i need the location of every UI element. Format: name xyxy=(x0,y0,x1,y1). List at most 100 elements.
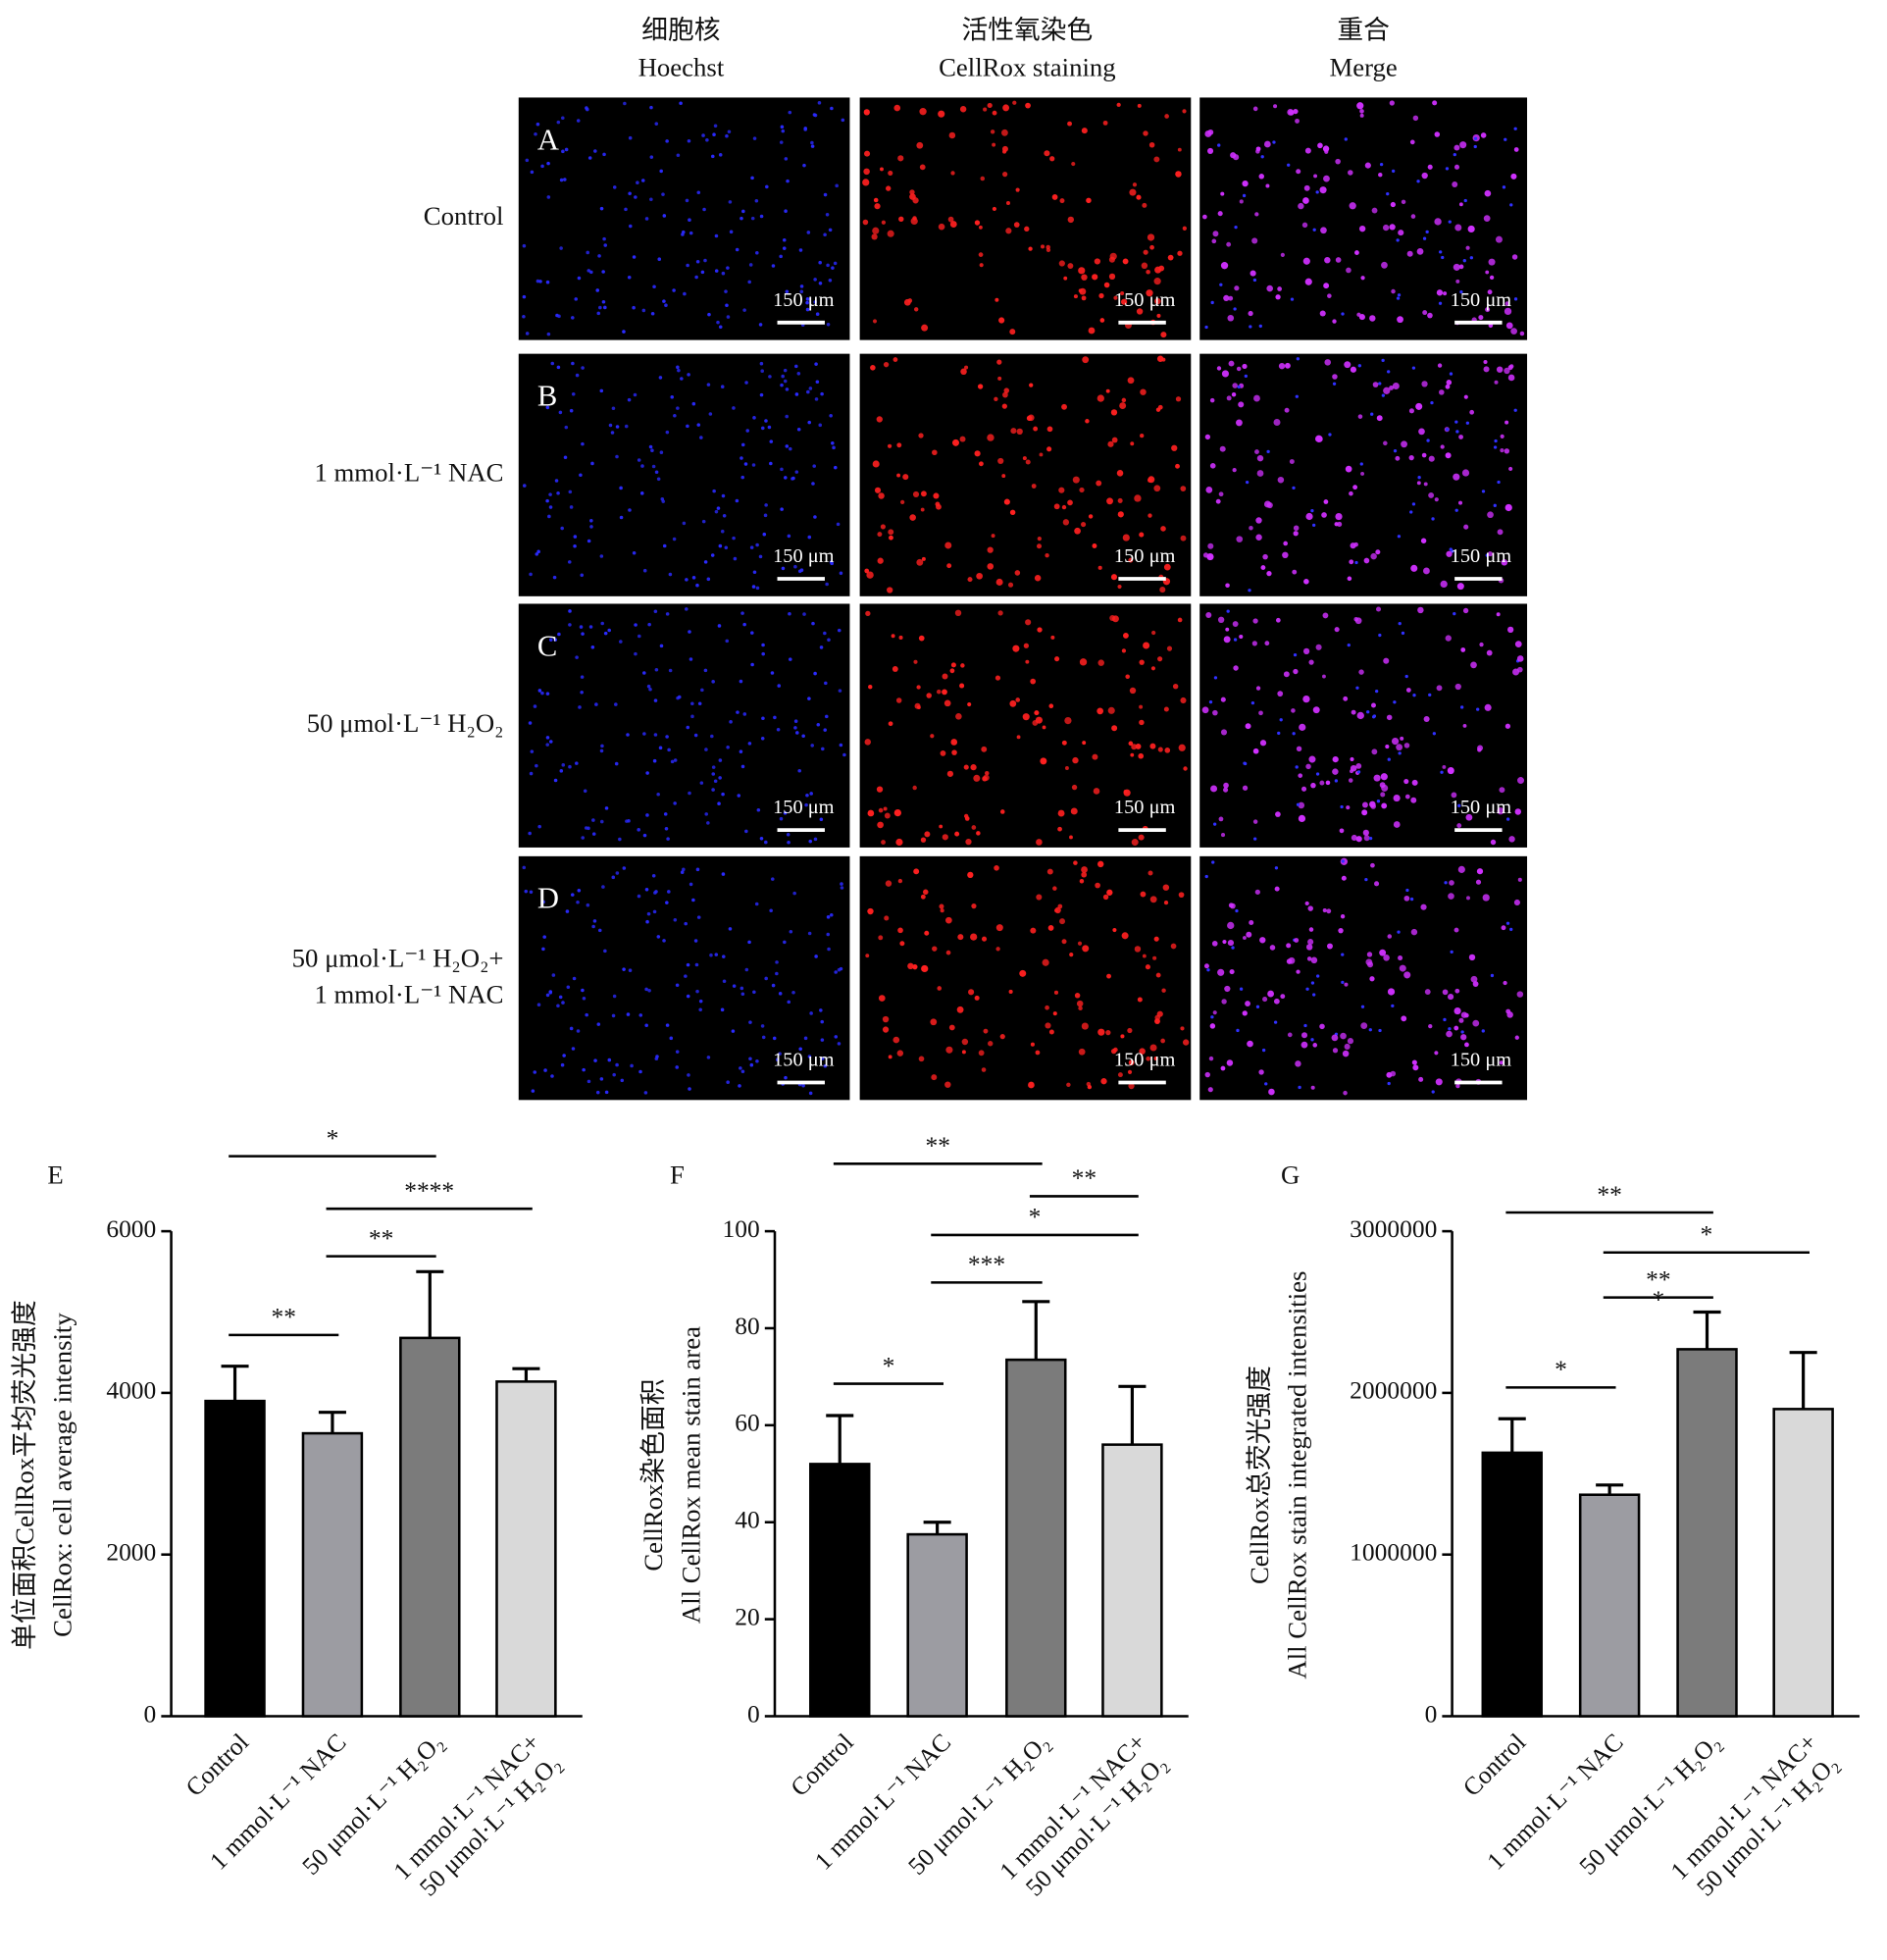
panel-letter: B xyxy=(537,380,557,413)
panel-letter: D xyxy=(537,882,559,915)
cell-dot xyxy=(768,375,772,379)
cell-dot xyxy=(992,110,997,116)
cell-dot xyxy=(1180,1026,1185,1031)
cell-dot xyxy=(1175,396,1182,402)
cell-dot xyxy=(714,509,719,514)
cell-dot xyxy=(647,622,651,627)
cell-dot xyxy=(655,1055,659,1058)
cell-dot xyxy=(683,291,687,296)
cell-dot xyxy=(1253,394,1260,402)
cell-dot xyxy=(1182,109,1187,114)
cell-dot xyxy=(786,833,790,837)
cell-dot xyxy=(1117,1072,1123,1078)
scale-bar-label: 150 μm xyxy=(773,1049,835,1070)
cell-dot xyxy=(1319,780,1325,786)
cell-dot xyxy=(1449,880,1454,886)
cell-dot xyxy=(727,129,732,134)
cell-dot xyxy=(1319,186,1327,194)
cell-dot xyxy=(820,391,824,396)
cell-dot xyxy=(721,792,725,797)
cell-dot xyxy=(1153,278,1161,285)
cell-dot xyxy=(1273,998,1280,1005)
cell-dot xyxy=(909,193,916,200)
cell-dot xyxy=(1513,408,1517,412)
cell-dot xyxy=(714,953,719,956)
cell-dot xyxy=(1445,635,1452,642)
cell-dot xyxy=(930,734,935,739)
cell-dot xyxy=(1262,553,1268,560)
cell-dot xyxy=(1487,551,1493,557)
cell-dot xyxy=(1481,1029,1485,1033)
cell-dot xyxy=(649,197,653,202)
cell-dot xyxy=(1296,169,1301,175)
cell-dot xyxy=(627,275,632,280)
cell-dot xyxy=(1136,308,1144,315)
cell-dot xyxy=(1252,278,1257,283)
cell-dot xyxy=(1053,503,1060,510)
cell-dot xyxy=(942,689,947,696)
cell-dot xyxy=(1140,388,1147,395)
cell-dot xyxy=(968,989,975,996)
cell-dot xyxy=(1042,958,1049,966)
cell-dot xyxy=(808,839,813,844)
cell-dot xyxy=(711,772,716,776)
cell-dot xyxy=(632,550,637,555)
cell-dot xyxy=(1295,118,1300,124)
cell-dot xyxy=(1138,752,1145,759)
cell-dot xyxy=(1142,954,1147,958)
scale-bar-label: 150 μm xyxy=(773,545,835,567)
cell-dot xyxy=(1298,814,1306,823)
cell-dot xyxy=(819,645,824,649)
cell-dot xyxy=(1305,944,1313,951)
cell-dot xyxy=(1053,990,1059,995)
cell-dot xyxy=(1310,981,1315,985)
cell-dot xyxy=(632,305,636,310)
cell-dot xyxy=(1254,449,1259,454)
cell-dot xyxy=(781,566,786,571)
cell-dot xyxy=(550,361,555,366)
cell-dot xyxy=(645,919,649,924)
significance-label: ** xyxy=(1072,1163,1096,1192)
cell-dot xyxy=(1411,366,1416,370)
cell-dot xyxy=(1138,834,1145,841)
cell-dot xyxy=(1077,941,1083,946)
cell-dot xyxy=(1421,172,1428,180)
cell-dot xyxy=(1149,743,1156,749)
cell-dot xyxy=(596,1022,601,1026)
cell-dot xyxy=(557,632,561,637)
cell-dot xyxy=(1510,328,1517,335)
cell-dot xyxy=(1120,290,1125,295)
cell-dot xyxy=(1027,414,1035,422)
cell-dot xyxy=(963,764,969,770)
cell-dot xyxy=(1454,144,1460,151)
cell-dot xyxy=(591,924,595,929)
cell-dot xyxy=(954,831,960,837)
cell-dot xyxy=(545,692,550,696)
cell-dot xyxy=(1306,956,1312,961)
cell-dot xyxy=(1217,211,1223,217)
cell-dot xyxy=(736,710,740,714)
cell-dot xyxy=(658,746,663,750)
cell-dot xyxy=(580,675,585,679)
significance-label: * xyxy=(1029,1203,1042,1231)
cell-dot xyxy=(1044,150,1050,157)
cell-dot xyxy=(1371,748,1378,755)
cell-dot xyxy=(1277,691,1284,697)
cell-dot xyxy=(1468,954,1476,961)
cell-dot xyxy=(642,671,646,675)
cell-dot xyxy=(1343,696,1349,701)
cell-dot xyxy=(637,894,641,899)
cell-dot xyxy=(583,789,587,794)
cell-dot xyxy=(892,666,898,672)
cell-dot xyxy=(637,828,640,832)
cell-dot xyxy=(902,474,909,481)
cell-dot xyxy=(1461,469,1470,477)
cell-dot xyxy=(1159,587,1166,593)
cell-dot xyxy=(1029,383,1034,387)
cell-dot xyxy=(995,924,1003,932)
cell-dot xyxy=(807,420,812,425)
cell-dot xyxy=(1368,1028,1372,1032)
cell-dot xyxy=(1273,104,1278,109)
cell-dot xyxy=(758,554,763,559)
cell-dot xyxy=(893,808,901,817)
